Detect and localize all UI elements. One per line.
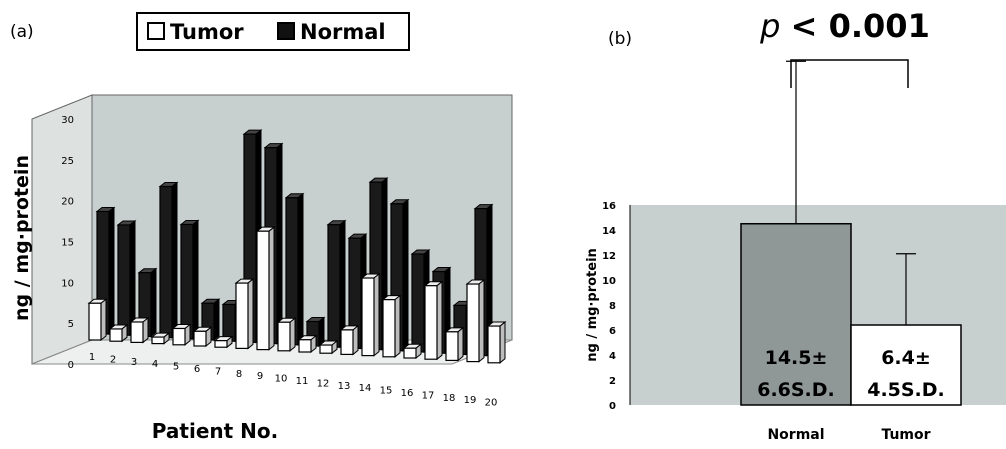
x-tick-label-patient-20: 20 xyxy=(485,398,498,409)
bar-normal xyxy=(740,223,852,406)
bar-tumor-patient-14 xyxy=(360,272,381,357)
legend-swatch-normal xyxy=(277,22,295,40)
bar-value-label: 14.5± xyxy=(765,347,828,369)
bar-tumor-patient-9 xyxy=(255,226,276,351)
chart-panel-b: (b) 0 2 4 6 8 10 12 14 16 ng / mg·protein 14.5± 6.6S… xyxy=(580,0,1006,445)
bar-chart-mean-svg: (b) 0 2 4 6 8 10 12 14 16 ng / mg·protein 14.5± 6.6S… xyxy=(585,7,1006,443)
bar-tumor-patient-8 xyxy=(234,278,255,350)
y-axis-label: ng / mg·protein xyxy=(585,248,600,362)
x-axis-label: Patient No. xyxy=(152,419,278,443)
legend-label-normal: Normal xyxy=(300,20,386,44)
y-tick-label: 8 xyxy=(609,301,616,312)
x-tick-label-patient-7: 7 xyxy=(215,366,221,377)
bar-tumor xyxy=(850,324,962,406)
y-tick-label: 2 xyxy=(609,376,616,387)
x-tick-label-patient-15: 15 xyxy=(380,386,393,397)
x-tick-label-patient-3: 3 xyxy=(131,357,137,368)
significance-label: p < 0.001 xyxy=(759,7,930,45)
y-tick-label: 14 xyxy=(602,226,616,237)
x-tick-label-patient-9: 9 xyxy=(257,371,263,382)
x-tick-label-normal: Normal xyxy=(767,427,824,443)
bar-normal-patient-4 xyxy=(158,181,179,339)
bar-tumor-patient-12 xyxy=(318,339,339,355)
x-tick-label-patient-1: 1 xyxy=(89,352,95,363)
bar-tumor-patient-20 xyxy=(486,321,507,364)
bar-tumor-patient-16 xyxy=(402,343,423,360)
y-tick-label: 5 xyxy=(68,319,74,330)
y-tick-label: 10 xyxy=(61,278,74,289)
chart-panel-a: (a) Tumor Normal 0 5 10 15 20 25 30 ng / mg·protei… xyxy=(10,12,513,443)
y-tick-label: 10 xyxy=(602,276,616,287)
x-tick-label-tumor: Tumor xyxy=(881,427,930,443)
bar-tumor-patient-3 xyxy=(129,316,150,344)
bar-tumor-patient-1 xyxy=(87,298,108,342)
bar-tumor-patient-10 xyxy=(276,317,297,352)
bar-tumor-patient-5 xyxy=(171,323,192,346)
bar-normal-patient-12 xyxy=(326,219,347,349)
y-tick-label: 4 xyxy=(609,351,616,362)
y-tick-label: 16 xyxy=(602,201,616,212)
bar-tumor-patient-15 xyxy=(381,294,402,358)
y-tick-label: 15 xyxy=(61,238,74,249)
bar-normal-patient-2 xyxy=(116,219,137,337)
x-tick-label-patient-13: 13 xyxy=(338,381,351,392)
x-tick-label-patient-5: 5 xyxy=(173,362,179,373)
legend-box xyxy=(136,12,410,51)
bar-tumor-patient-18 xyxy=(444,326,465,362)
legend-label-tumor: Tumor xyxy=(170,20,244,44)
y-tick-label: 6 xyxy=(609,326,616,337)
x-tick-label-patient-4: 4 xyxy=(152,359,158,370)
y-tick-label: 25 xyxy=(61,156,74,167)
chart-side-wall xyxy=(31,94,93,365)
bar-tumor-patient-19 xyxy=(465,278,486,363)
bar-normal-patient-5 xyxy=(179,219,200,340)
bar-tumor-patient-17 xyxy=(423,280,444,361)
bar-tumor-patient-11 xyxy=(297,334,318,354)
bar-tumor-patient-7 xyxy=(213,335,234,349)
bar-value-label: 6.4± xyxy=(881,347,931,369)
y-axis-label: ng / mg·protein xyxy=(11,155,33,321)
x-tick-label-patient-6: 6 xyxy=(194,364,200,375)
bar-tumor-patient-4 xyxy=(150,332,171,345)
x-tick-label-patient-17: 17 xyxy=(422,390,435,401)
x-tick-label-patient-18: 18 xyxy=(443,393,456,404)
legend-swatch-tumor xyxy=(147,22,165,40)
bar-tumor-patient-6 xyxy=(192,326,213,348)
x-tick-label-patient-14: 14 xyxy=(359,383,372,394)
bar-tumor-patient-13 xyxy=(339,324,360,356)
bar-tumor-patient-2 xyxy=(108,323,129,343)
y-tick-label: 30 xyxy=(61,115,74,126)
panel-label: (b) xyxy=(608,29,632,49)
significance-bracket xyxy=(790,59,909,88)
x-tick-label-patient-8: 8 xyxy=(236,369,242,380)
x-tick-label-patient-16: 16 xyxy=(401,388,414,399)
x-tick-label-patient-19: 19 xyxy=(464,395,477,406)
x-tick-label-patient-12: 12 xyxy=(317,378,330,389)
bar-sd-label: 4.5S.D. xyxy=(867,379,945,401)
y-tick-label: 0 xyxy=(68,360,74,371)
x-tick-label-patient-10: 10 xyxy=(275,374,288,385)
y-tick-label: 0 xyxy=(609,401,616,412)
bar-sd-label: 6.6S.D. xyxy=(757,379,835,401)
panel-label: (a) xyxy=(10,22,34,42)
y-tick-label: 20 xyxy=(61,197,74,208)
x-tick-label-patient-2: 2 xyxy=(110,354,116,365)
y-tick-label: 12 xyxy=(602,251,616,262)
x-tick-label-patient-11: 11 xyxy=(296,376,309,387)
